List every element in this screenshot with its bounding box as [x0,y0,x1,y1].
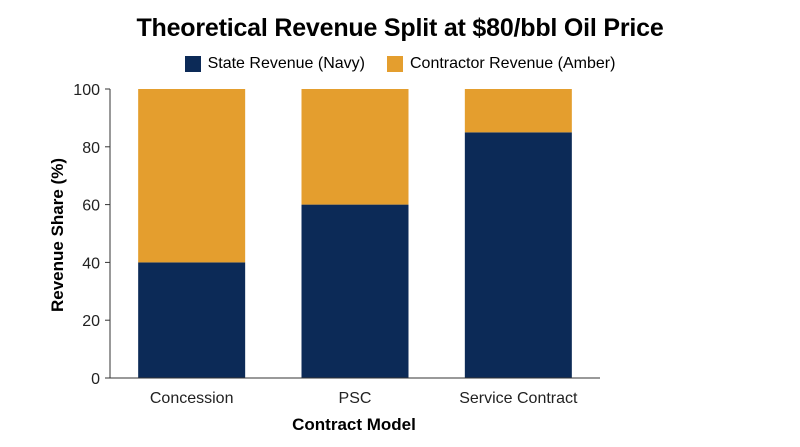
legend-swatch-state [184,56,201,72]
y-tick-label: 40 [82,255,100,272]
bar-contractor-concession [138,89,246,263]
legend-label-state: State Revenue (Navy) [207,55,365,72]
bars-group [138,89,572,378]
legend-item-contractor: Contractor Revenue (Amber) [386,55,616,73]
x-axis-title: Contract Model [292,415,416,434]
bar-contractor-service-contract [464,89,572,133]
y-axis-title: Revenue Share (%) [48,158,67,312]
y-tick-label: 80 [82,140,100,157]
x-tick-label: PSC [339,390,372,407]
axes-group: Concession PSC Service Contract 0 20 40 60 80 10… [73,82,600,407]
x-tick-label: Concession [150,390,234,407]
chart-title: Theoretical Revenue Split at $80/bbl Oil… [136,14,664,42]
bar-state-concession [138,262,246,378]
bar-state-service-contract [464,132,572,378]
bar-state-psc [301,204,409,378]
x-tick-label: Service Contract [459,390,578,407]
bar-contractor-psc [301,89,409,205]
y-tick-label: 20 [82,313,100,330]
legend-item-state: State Revenue (Navy) [184,55,365,73]
legend-swatch-contractor [386,56,403,72]
legend-label-contractor: Contractor Revenue (Amber) [409,55,616,72]
y-tick-label: 0 [91,371,100,388]
y-tick-label: 60 [82,198,100,215]
legend: State Revenue (Navy) Contractor Revenue … [0,55,800,73]
y-tick-label: 100 [73,82,100,99]
